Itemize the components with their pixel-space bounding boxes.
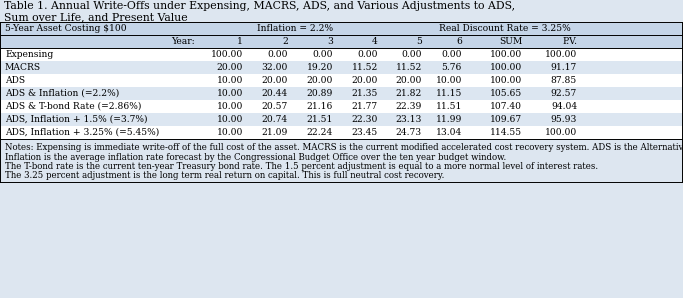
Text: 23.45: 23.45	[352, 128, 378, 137]
Text: 20.00: 20.00	[395, 76, 422, 85]
Text: 87.85: 87.85	[550, 76, 577, 85]
Text: 20.00: 20.00	[217, 63, 243, 72]
Text: 22.30: 22.30	[352, 115, 378, 124]
Text: 21.09: 21.09	[262, 128, 288, 137]
Text: 5.76: 5.76	[442, 63, 462, 72]
Text: 0.00: 0.00	[268, 50, 288, 59]
Text: 20.00: 20.00	[262, 76, 288, 85]
Text: Real Discount Rate = 3.25%: Real Discount Rate = 3.25%	[438, 24, 570, 33]
Text: 19.20: 19.20	[307, 63, 333, 72]
Text: 94.04: 94.04	[551, 102, 577, 111]
Text: 5: 5	[416, 37, 422, 46]
Text: 11.52: 11.52	[395, 63, 422, 72]
Text: 109.67: 109.67	[490, 115, 522, 124]
Bar	[0, 100, 683, 113]
Text: 24.73: 24.73	[396, 128, 422, 137]
Text: 1: 1	[237, 37, 243, 46]
Text: ADS, Inflation + 1.5% (=3.7%): ADS, Inflation + 1.5% (=3.7%)	[5, 115, 148, 124]
Bar	[0, 22, 683, 35]
Text: Notes: Expensing is immediate write-off of the full cost of the asset. MACRS is : Notes: Expensing is immediate write-off …	[5, 143, 683, 152]
Bar	[0, 61, 683, 74]
Text: 100.00: 100.00	[490, 63, 522, 72]
Bar	[0, 126, 683, 139]
Text: 20.00: 20.00	[307, 76, 333, 85]
Text: ADS & Inflation (=2.2%): ADS & Inflation (=2.2%)	[5, 89, 120, 98]
Text: 4: 4	[372, 37, 378, 46]
Text: Sum over Life, and Present Value: Sum over Life, and Present Value	[4, 12, 188, 22]
Text: 10.00: 10.00	[217, 102, 243, 111]
Text: 100.00: 100.00	[490, 76, 522, 85]
Text: Expensing: Expensing	[5, 50, 53, 59]
Text: 91.17: 91.17	[550, 63, 577, 72]
Bar	[0, 87, 683, 100]
Text: ADS, Inflation + 3.25% (=5.45%): ADS, Inflation + 3.25% (=5.45%)	[5, 128, 159, 137]
Text: 20.57: 20.57	[262, 102, 288, 111]
Text: 21.82: 21.82	[395, 89, 422, 98]
Text: The T-bond rate is the current ten-year Treasury bond rate. The 1.5 percent adju: The T-bond rate is the current ten-year …	[5, 162, 598, 171]
Text: 0.00: 0.00	[313, 50, 333, 59]
Text: Year:: Year:	[171, 37, 195, 46]
Text: 100.00: 100.00	[545, 128, 577, 137]
Text: The 3.25 percent adjustment is the long term real return on capital. This is ful: The 3.25 percent adjustment is the long …	[5, 172, 445, 181]
Text: 20.89: 20.89	[307, 89, 333, 98]
Text: 20.74: 20.74	[262, 115, 288, 124]
Text: ADS & T-bond Rate (=2.86%): ADS & T-bond Rate (=2.86%)	[5, 102, 141, 111]
Text: 10.00: 10.00	[217, 76, 243, 85]
Text: Table 1. Annual Write-Offs under Expensing, MACRS, ADS, and Various Adjustments : Table 1. Annual Write-Offs under Expensi…	[4, 1, 515, 11]
Text: 23.13: 23.13	[395, 115, 422, 124]
Text: 6: 6	[456, 37, 462, 46]
Text: 10.00: 10.00	[217, 115, 243, 124]
Text: MACRS: MACRS	[5, 63, 41, 72]
Text: 5-Year Asset Costing $100: 5-Year Asset Costing $100	[5, 24, 126, 33]
Text: 114.55: 114.55	[490, 128, 522, 137]
Text: 10.00: 10.00	[436, 76, 462, 85]
Text: 107.40: 107.40	[490, 102, 522, 111]
Text: 0.00: 0.00	[441, 50, 462, 59]
Text: P.V.: P.V.	[562, 37, 577, 46]
Text: 10.00: 10.00	[217, 89, 243, 98]
Text: 10.00: 10.00	[217, 128, 243, 137]
Text: 20.00: 20.00	[352, 76, 378, 85]
Text: 2: 2	[282, 37, 288, 46]
Text: 105.65: 105.65	[490, 89, 522, 98]
Text: ADS: ADS	[5, 76, 25, 85]
Text: 13.04: 13.04	[436, 128, 462, 137]
Text: SUM: SUM	[499, 37, 522, 46]
Text: Inflation is the average inflation rate forecast by the Congressional Budget Off: Inflation is the average inflation rate …	[5, 153, 506, 162]
Text: 100.00: 100.00	[545, 50, 577, 59]
Text: 92.57: 92.57	[550, 89, 577, 98]
Text: 22.24: 22.24	[307, 128, 333, 137]
Text: Inflation = 2.2%: Inflation = 2.2%	[257, 24, 333, 33]
Text: 21.35: 21.35	[352, 89, 378, 98]
Text: 21.16: 21.16	[307, 102, 333, 111]
Bar	[0, 48, 683, 61]
Text: 95.93: 95.93	[550, 115, 577, 124]
Text: 0.00: 0.00	[357, 50, 378, 59]
Text: 100.00: 100.00	[490, 50, 522, 59]
Text: 20.44: 20.44	[262, 89, 288, 98]
Text: 3: 3	[327, 37, 333, 46]
Bar	[0, 113, 683, 126]
Text: 21.51: 21.51	[307, 115, 333, 124]
Text: 22.39: 22.39	[395, 102, 422, 111]
Text: 32.00: 32.00	[262, 63, 288, 72]
Text: 21.77: 21.77	[352, 102, 378, 111]
Bar	[0, 74, 683, 87]
Text: 11.52: 11.52	[352, 63, 378, 72]
Text: 11.51: 11.51	[436, 102, 462, 111]
Text: 0.00: 0.00	[402, 50, 422, 59]
Text: 11.15: 11.15	[436, 89, 462, 98]
Bar	[0, 35, 683, 48]
Text: 11.99: 11.99	[436, 115, 462, 124]
Text: 100.00: 100.00	[211, 50, 243, 59]
